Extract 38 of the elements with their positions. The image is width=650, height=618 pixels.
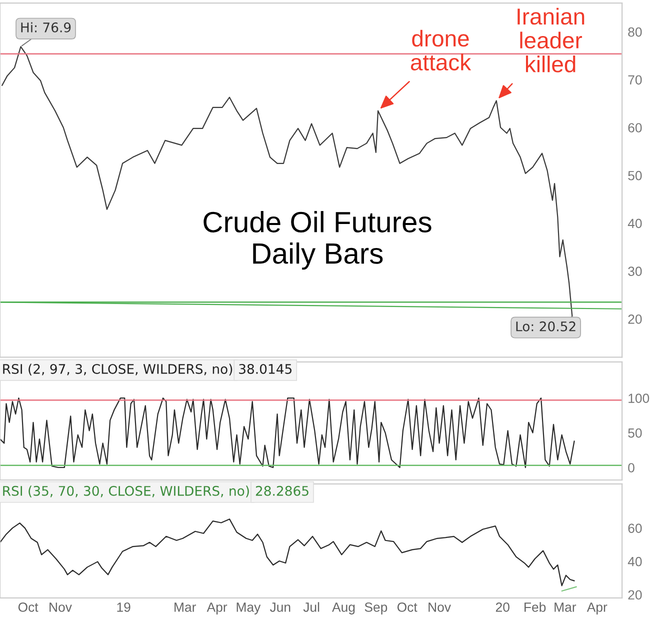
x-tick-label: Sep (364, 602, 388, 614)
x-tick-label: Nov (50, 602, 72, 612)
x-tick-label: Jul (303, 602, 320, 612)
y-tick-label: 40 (628, 556, 642, 566)
y-tick-label: 60 (628, 123, 642, 132)
y-tick-label: 50 (628, 428, 642, 438)
chart-title: RSI (2, 97, 3, CLOSE, WILDERS, no) (3, 364, 232, 376)
annotation: Lo: 20.52 (516, 321, 576, 332)
y-tick-label: 100 (628, 394, 650, 403)
y-tick-label: 20 (628, 314, 642, 324)
x-tick-label: Jun (270, 602, 290, 612)
y-tick-label: 60 (628, 524, 642, 533)
y-tick-label: 30 (628, 266, 642, 276)
y-tick-label: 70 (628, 75, 642, 85)
x-tick-label: Feb (524, 602, 546, 612)
y-tick-label: 40 (628, 218, 642, 228)
y-tick-label: 80 (628, 27, 642, 37)
annotation: drone attack (410, 30, 472, 71)
chart-subtitle: 38.0145 (239, 364, 292, 374)
x-tick-label: 19 (117, 602, 130, 612)
annotation: Iranian leader killed (518, 8, 584, 72)
x-tick-label: Nov (428, 602, 451, 612)
x-tick-label: Aug (332, 602, 355, 614)
y-tick-label: 0 (628, 463, 634, 472)
x-tick-label: Oct (397, 602, 418, 612)
x-tick-label: Apr (586, 602, 608, 614)
y-tick-label: 50 (628, 170, 642, 180)
annotation: Hi: 76.9 (21, 22, 71, 32)
chart-title: RSI (35, 70, 30, CLOSE, WILDERS, no) (3, 486, 249, 498)
annotation: Crude Oil Futures Daily Bars (204, 211, 432, 270)
x-tick-label: 20 (496, 602, 510, 612)
x-tick-label: May (236, 602, 261, 614)
x-tick-label: Apr (206, 602, 228, 614)
chart-subtitle: 28.2865 (256, 486, 308, 496)
x-tick-label: Mar (174, 602, 196, 612)
y-tick-label: 20 (628, 590, 642, 600)
x-tick-label: Oct (18, 602, 38, 612)
x-tick-label: Mar (554, 602, 576, 612)
